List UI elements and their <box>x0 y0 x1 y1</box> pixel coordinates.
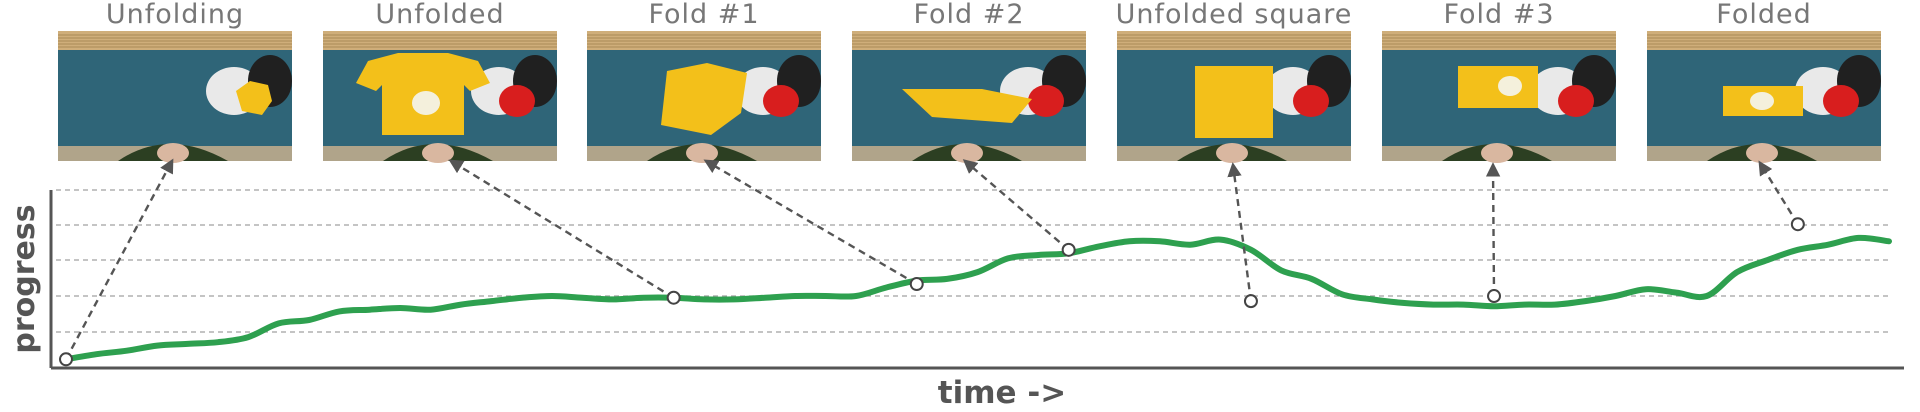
frame-arrow <box>703 159 918 286</box>
frame-5: Unfolded square <box>1116 0 1353 163</box>
keyframe-marker <box>1061 242 1076 257</box>
frame-photo <box>1647 31 1881 163</box>
frame-6: Fold #3 <box>1382 0 1616 163</box>
keyframe-marker <box>666 290 681 305</box>
frame-arrow <box>448 159 675 299</box>
frame-arrow <box>64 158 174 360</box>
frame-label: Unfolding <box>106 0 244 30</box>
frame-photo <box>323 31 557 163</box>
frame-label: Unfolded <box>375 0 504 30</box>
frame-label: Folded <box>1716 0 1811 30</box>
frame-label: Fold #2 <box>913 0 1024 30</box>
keyframe-marker <box>909 277 924 292</box>
progress-curve <box>63 234 1892 363</box>
frame-photo <box>58 31 292 163</box>
frame-arrow <box>1227 162 1253 302</box>
frame-arrow <box>1758 160 1799 225</box>
frame-label: Unfolded square <box>1116 0 1353 30</box>
y-axis-label: progress <box>7 204 42 353</box>
frame-2: Unfolded <box>323 0 557 163</box>
frame-strip: Unfolding Unfolded Fold #1 Fold #2 Unfolded … <box>58 0 1881 163</box>
frame-label: Fold #3 <box>1443 0 1554 30</box>
frame-photo <box>1117 31 1351 163</box>
keyframe-marker <box>59 352 73 367</box>
frame-arrow <box>962 159 1070 251</box>
frame-1: Unfolding <box>58 0 292 163</box>
frame-7: Folded <box>1647 0 1881 163</box>
keyframe-markers <box>59 217 1805 367</box>
frame-4: Fold #2 <box>852 0 1086 163</box>
x-axis-label: time -> <box>938 375 1066 411</box>
keyframe-marker <box>1243 294 1258 309</box>
frame-photo <box>587 31 821 163</box>
frame-3: Fold #1 <box>587 0 821 163</box>
frame-photo <box>852 31 1086 163</box>
frame-photo <box>1382 31 1616 163</box>
keyframe-marker <box>1790 217 1805 232</box>
frame-arrows <box>64 158 1799 360</box>
frame-arrow <box>1485 162 1501 297</box>
frame-label: Fold #1 <box>648 0 759 30</box>
keyframe-marker <box>1487 289 1502 304</box>
